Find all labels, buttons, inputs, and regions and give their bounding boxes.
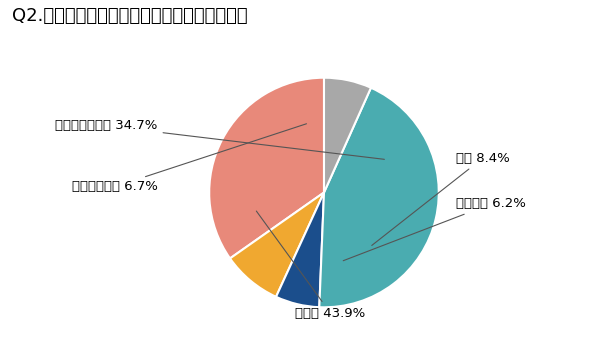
Wedge shape xyxy=(324,78,371,193)
Wedge shape xyxy=(319,88,439,307)
Text: ルックス 6.2%: ルックス 6.2% xyxy=(343,197,526,261)
Text: 安定した経済力 34.7%: 安定した経済力 34.7% xyxy=(55,119,385,159)
Text: 年齢 8.4%: 年齢 8.4% xyxy=(372,152,510,245)
Text: 子供が好きか 6.7%: 子供が好きか 6.7% xyxy=(71,124,307,193)
Text: Q2.結婚相手に求める条件を教えてください。: Q2.結婚相手に求める条件を教えてください。 xyxy=(12,7,248,25)
Wedge shape xyxy=(276,193,324,307)
Text: 優しさ 43.9%: 優しさ 43.9% xyxy=(256,211,365,320)
Wedge shape xyxy=(209,78,324,258)
Wedge shape xyxy=(230,193,324,297)
